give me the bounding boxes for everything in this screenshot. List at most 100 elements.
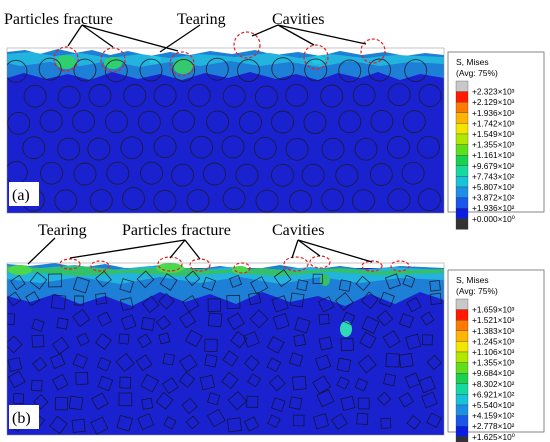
- particle: [7, 357, 23, 372]
- particle: [186, 189, 210, 213]
- cavity-marker: [309, 255, 331, 269]
- particle: [139, 58, 163, 82]
- label-particles-fracture-a: Particles fracture: [4, 11, 113, 28]
- particle: [122, 187, 145, 211]
- particle: [376, 309, 394, 327]
- particle: [383, 373, 397, 387]
- particle: [49, 353, 66, 369]
- particle-fracture-marker: [59, 258, 81, 270]
- particle: [338, 279, 352, 292]
- leader-line: [169, 239, 186, 259]
- particle: [338, 59, 362, 83]
- leader-line: [297, 239, 321, 257]
- label-tearing-a: Tearing: [177, 11, 226, 28]
- particle: [137, 333, 152, 349]
- particle: [7, 335, 23, 354]
- particle: [116, 414, 133, 432]
- particle: [222, 187, 246, 211]
- legend-swatch: [455, 341, 469, 353]
- particle: [421, 391, 438, 409]
- particle: [405, 333, 422, 350]
- particle: [141, 295, 160, 314]
- particle: [221, 135, 245, 159]
- particle: [271, 57, 295, 81]
- particle: [163, 416, 177, 430]
- legend-value: +1.383×10³: [472, 326, 515, 336]
- particle: [25, 291, 41, 307]
- particle: [230, 330, 248, 349]
- particle: [7, 313, 15, 325]
- particle: [338, 110, 362, 134]
- legend-swatch: [455, 426, 469, 437]
- legend-swatch: [455, 144, 469, 156]
- legend-value: +3.872×10²: [472, 193, 515, 203]
- particle: [235, 163, 259, 187]
- particle: [398, 392, 414, 408]
- label-cavities-a: Cavities: [272, 11, 324, 28]
- particle: [314, 354, 332, 371]
- particle: [226, 294, 241, 309]
- particle: [335, 163, 359, 187]
- legend-subtitle-a: (Avg: 75%): [456, 68, 498, 78]
- particle: [421, 334, 433, 346]
- particle: [321, 137, 345, 161]
- legend-value: +1.355×10³: [472, 140, 515, 150]
- particle: [155, 391, 174, 410]
- particle: [199, 374, 216, 391]
- particle: [318, 336, 333, 351]
- particle: [382, 330, 401, 349]
- particle: [90, 416, 109, 435]
- cavity-marker: [303, 44, 329, 70]
- legend-value: +0.000×10⁰: [472, 214, 516, 224]
- particle: [10, 274, 26, 291]
- particle: [72, 353, 88, 369]
- panel-tag-box-b: [9, 405, 39, 429]
- legend-swatch: [455, 415, 469, 427]
- particle: [76, 332, 90, 347]
- particle: [418, 375, 436, 394]
- particle: [158, 332, 171, 345]
- particle: [187, 83, 211, 107]
- legend-swatch: [455, 383, 469, 395]
- legend-value: +1.659×10³: [472, 305, 515, 315]
- particle: [379, 291, 395, 308]
- particle-fracture-marker: [100, 47, 126, 73]
- legend-swatch: [455, 197, 469, 209]
- particle: [429, 280, 441, 292]
- particle: [250, 276, 269, 295]
- particle: [179, 311, 197, 329]
- particle: [312, 375, 332, 395]
- leader-line: [67, 24, 83, 47]
- legend-swatch: [455, 309, 469, 321]
- particle: [95, 270, 112, 288]
- particle: [73, 58, 97, 82]
- legend-swatch: [455, 320, 469, 331]
- particle: [190, 135, 213, 159]
- particle: [404, 59, 428, 83]
- legend-swatch: [455, 298, 469, 310]
- particle: [352, 83, 376, 107]
- particle: [398, 352, 414, 369]
- particle: [357, 354, 377, 374]
- legend-swatch: [455, 436, 469, 442]
- stress-hotspot: [311, 56, 325, 64]
- particle: [7, 111, 31, 135]
- particle: [296, 279, 309, 292]
- particle: [40, 161, 63, 185]
- particle: [50, 294, 67, 310]
- panel-b: Tearing Particles fracture Cavities (b) …: [6, 222, 545, 442]
- legend-swatch: [455, 91, 469, 103]
- legend-value: +2.129×10³: [472, 97, 515, 107]
- particle-fracture-marker: [90, 260, 110, 272]
- particle: [95, 333, 112, 350]
- particle: [91, 392, 109, 410]
- particle: [207, 298, 222, 312]
- particle: [119, 376, 132, 389]
- particle: [359, 331, 377, 349]
- particle: [246, 395, 259, 408]
- particle: [178, 371, 196, 389]
- leader-line: [277, 24, 367, 45]
- legend-value: +5.540×10²: [472, 400, 515, 410]
- particle: [22, 136, 46, 160]
- specimen-body-a: [7, 58, 444, 213]
